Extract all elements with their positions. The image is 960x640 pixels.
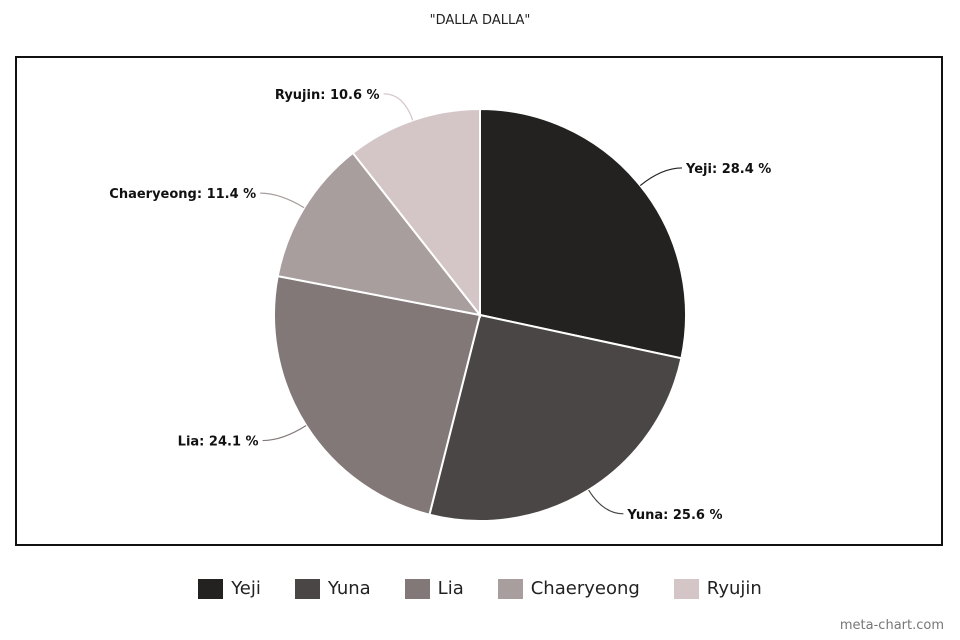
pie-slice-yeji[interactable]	[479, 107, 687, 360]
legend-item[interactable]: Ryujin	[673, 578, 762, 599]
legend-swatch	[404, 578, 430, 599]
leader-line	[383, 93, 414, 121]
chart-title: "DALLA DALLA"	[429, 13, 531, 28]
legend-label: Yuna	[327, 578, 371, 599]
leader-line	[588, 489, 624, 515]
legend-swatch	[198, 578, 224, 599]
plot-frame	[15, 56, 943, 546]
legend-item[interactable]: Chaeryeong	[497, 578, 640, 599]
data-label: Ryujin: 10.6 %	[275, 88, 380, 103]
credit-watermark[interactable]: meta-chart.com	[839, 618, 944, 633]
legend: Yeji Yuna Lia Chaeryeong Ryujin	[0, 578, 960, 599]
legend-swatch	[294, 578, 320, 599]
leader-line	[262, 425, 307, 442]
data-label: Yuna: 25.6 %	[626, 508, 722, 523]
legend-label: Chaeryeong	[530, 578, 640, 599]
legend-item[interactable]: Lia	[404, 578, 464, 599]
data-label: Lia: 24.1 %	[178, 435, 259, 450]
legend-item[interactable]: Yuna	[294, 578, 371, 599]
leader-line	[639, 167, 683, 187]
legend-label: Lia	[437, 578, 464, 599]
legend-item[interactable]: Yeji	[198, 578, 261, 599]
pie-slice-ryujin[interactable]	[351, 107, 481, 318]
legend-swatch	[497, 578, 523, 599]
data-label: Chaeryeong: 11.4 %	[109, 187, 256, 202]
pie-slice-chaeryeong[interactable]	[276, 151, 483, 317]
data-label: Yeji: 28.4 %	[685, 162, 771, 177]
legend-label: Ryujin	[706, 578, 762, 599]
legend-label: Yeji	[231, 578, 261, 599]
pie-slice-lia[interactable]	[273, 274, 482, 516]
legend-swatch	[673, 578, 699, 599]
leader-line	[260, 192, 305, 209]
